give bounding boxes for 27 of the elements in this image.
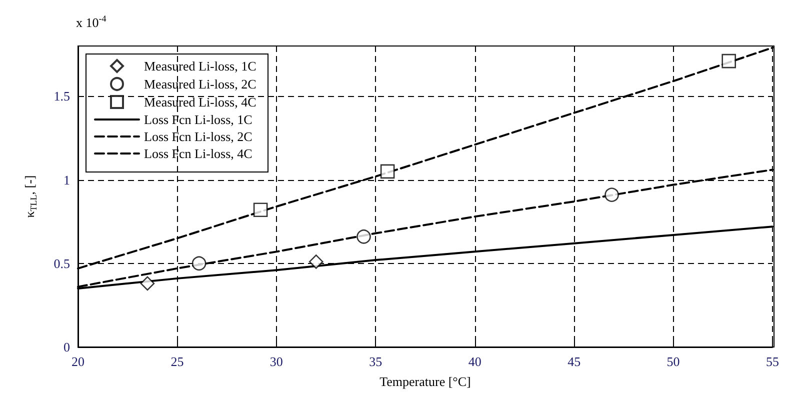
x-tick-label: 30	[270, 354, 283, 369]
point	[253, 202, 268, 218]
x-tick-label: 25	[170, 354, 184, 369]
point	[604, 188, 619, 202]
x-tick-label: 35	[369, 354, 382, 369]
legend-label: Loss Fcn Li-loss, 1C	[144, 112, 252, 127]
legend-label: Loss Fcn Li-loss, 2C	[144, 129, 252, 144]
point	[722, 54, 736, 68]
x-axis-title: Temperature [°C]	[380, 374, 471, 389]
y-tick-label: 0	[64, 340, 70, 354]
x-tick-label: 40	[468, 354, 482, 369]
legend-label: Measured Li-loss, 1C	[144, 58, 256, 74]
point	[356, 229, 371, 244]
y-axis-title: κTLL, [-]	[22, 175, 38, 218]
x-tick-label: 50	[666, 354, 680, 369]
point	[140, 276, 155, 291]
y-tick-label: 1	[64, 172, 70, 188]
point	[192, 256, 206, 271]
x-tick-label: 55	[766, 354, 779, 369]
y-tick-label: 0.5	[54, 256, 70, 271]
legend-label: Measured Li-loss, 2C	[144, 76, 256, 92]
point	[380, 164, 395, 179]
y-tick-label: 1.5	[54, 88, 70, 104]
x-tick-label: 20	[72, 354, 84, 369]
x-tick-label: 45	[568, 354, 581, 369]
legend-label: Loss Fcn Li-loss, 4C	[144, 146, 252, 161]
legend-label: Measured Li-loss, 4C	[144, 94, 256, 110]
